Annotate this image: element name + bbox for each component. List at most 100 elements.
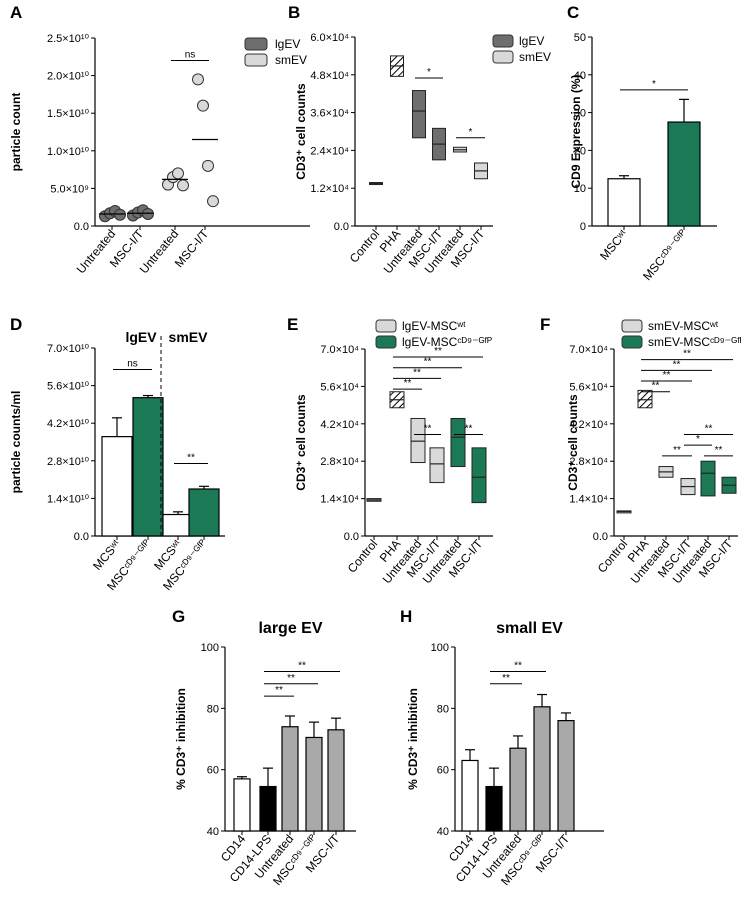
y-tick-label: 6.0×10⁴ (310, 32, 349, 44)
y-tick-label: 80 (437, 703, 449, 715)
significance-label: ** (413, 367, 421, 378)
y-tick-label: 100 (201, 642, 219, 654)
panel-b: B 0.0 1.2×10⁴ 2.4×10⁴ 3.6×10⁴ 4.8×10⁴ 6.0×10⁴ C… (288, 3, 551, 276)
y-tick-label: 10 (574, 183, 586, 195)
bar-2 (509, 747, 527, 832)
panel-letter: D (10, 315, 22, 334)
significance-label: ** (424, 357, 432, 368)
significance-label: ** (275, 685, 283, 696)
panel-letter: B (288, 3, 300, 22)
y-tick-label: 4.2×10⁴ (569, 419, 608, 431)
box-1 (637, 389, 653, 409)
y-tick-label: 40 (207, 826, 219, 838)
panel-letter: G (172, 607, 185, 626)
y-axis-label: CD3⁺ cell counts (294, 394, 308, 491)
legend-label: smEV (275, 53, 307, 67)
significance-label: ns (127, 358, 138, 369)
significance-label: ** (652, 381, 660, 392)
data-point (177, 179, 189, 192)
significance-label: ** (663, 370, 671, 381)
y-tick-label: 5.6×10⁴ (320, 381, 359, 393)
y-tick-label: 2.8×10⁴ (320, 456, 359, 468)
bar-0 (461, 759, 479, 832)
legend-swatch (492, 50, 514, 64)
legend-swatch (244, 37, 268, 51)
significance-label: ** (298, 661, 306, 672)
y-tick-label: 7.0×10⁴ (569, 344, 608, 356)
y-tick-label: 1.0×10¹⁰ (47, 146, 90, 158)
y-axis-label: particle count (9, 93, 23, 172)
group-label: smEV (169, 329, 209, 345)
y-tick-label: 1.4×10⁴ (569, 494, 608, 506)
y-tick-label: 2.5×10¹⁰ (47, 33, 90, 45)
panel-letter: A (10, 3, 22, 22)
bar-0 (101, 436, 133, 537)
y-tick-label: 0.0 (593, 531, 608, 543)
legend-label: smEV (519, 50, 551, 64)
legend-swatch (244, 53, 268, 67)
y-tick-label: 0.0 (74, 221, 89, 233)
y-axis-label: CD3⁺ cell counts (294, 83, 308, 180)
box-2 (412, 90, 426, 139)
y-tick-label: 30 (574, 108, 586, 120)
data-point (202, 159, 214, 172)
bar-2 (281, 726, 299, 832)
significance-label: ** (287, 673, 295, 684)
bar-4 (557, 719, 575, 832)
significance-label: ** (705, 423, 713, 434)
panel-c: C 0 10 20 30 40 50 CD9 Expression (%) MSCʷᵗ MSCᶜᴰ… (567, 3, 717, 283)
y-tick-label: 40 (574, 70, 586, 82)
y-tick-label: 3.6×10⁴ (310, 108, 349, 120)
significance-label: ** (434, 346, 442, 357)
y-tick-label: 4.2×10¹⁰ (47, 418, 90, 430)
legend-label: lgEV (519, 34, 544, 48)
y-tick-label: 50 (574, 32, 586, 44)
legend-swatch (375, 335, 397, 349)
panel-letter: E (287, 315, 298, 334)
significance-label: * (469, 127, 473, 138)
significance-label: ** (404, 378, 412, 389)
chart-title: large EV (258, 620, 322, 637)
legend-label: smEV-MSCᶜᴰ⁹⁻ᴳᶠᴾ (648, 335, 741, 349)
legend-label: lgEV-MSCʷᵗ (402, 319, 466, 333)
panel-f: F 0.0 1.4×10⁴ 2.8×10⁴ 4.2×10⁴ 5.6×10⁴ 7.0×10⁴ C… (540, 315, 741, 586)
data-point (197, 99, 209, 112)
chart-title: small EV (496, 620, 563, 637)
panel-e: E 0.0 1.4×10⁴ 2.8×10⁴ 4.2×10⁴ 5.6×10⁴ 7.0×10⁴ C… (287, 315, 493, 586)
box-5 (471, 447, 487, 504)
y-tick-label: 0.0 (344, 531, 359, 543)
y-axis-label: CD3⁺ cell counts (566, 394, 580, 491)
y-tick-label: 2.8×10¹⁰ (47, 456, 90, 468)
y-tick-label: 7.0×10⁴ (320, 344, 359, 356)
data-point (172, 167, 184, 180)
bar-1 (132, 397, 164, 537)
bar-0 (607, 178, 641, 227)
legend-swatch (492, 34, 514, 48)
legend-swatch (375, 319, 397, 333)
y-tick-label: 1.2×10⁴ (310, 183, 349, 195)
panel-letter: C (567, 3, 579, 22)
significance-label: ** (502, 673, 510, 684)
legend-swatch (621, 319, 643, 333)
y-tick-label: 1.4×10¹⁰ (47, 493, 90, 505)
y-tick-label: 80 (207, 703, 219, 715)
y-axis-label: % CD3⁺ inhibition (174, 688, 188, 790)
y-tick-label: 2.0×10¹⁰ (47, 71, 90, 83)
y-tick-label: 20 (574, 145, 586, 157)
significance-label: ** (465, 423, 473, 434)
group-label: lgEV (125, 329, 157, 345)
y-tick-label: 5.6×10¹⁰ (47, 381, 90, 393)
y-axis-label: particle counts/ml (9, 391, 23, 494)
y-tick-label: 4.2×10⁴ (320, 419, 359, 431)
y-tick-label: 0.0 (334, 221, 349, 233)
bar-1 (485, 785, 503, 832)
x-tick-label: MSCʷᵗ (597, 227, 631, 263)
y-axis-label: % CD3⁺ inhibition (406, 688, 420, 790)
y-tick-label: 5.6×10⁴ (569, 381, 608, 393)
box-4 (450, 417, 466, 468)
bar-3 (533, 706, 551, 832)
legend-label: lgEV (275, 37, 300, 51)
x-tick-label: MSC-I/T (172, 226, 212, 270)
